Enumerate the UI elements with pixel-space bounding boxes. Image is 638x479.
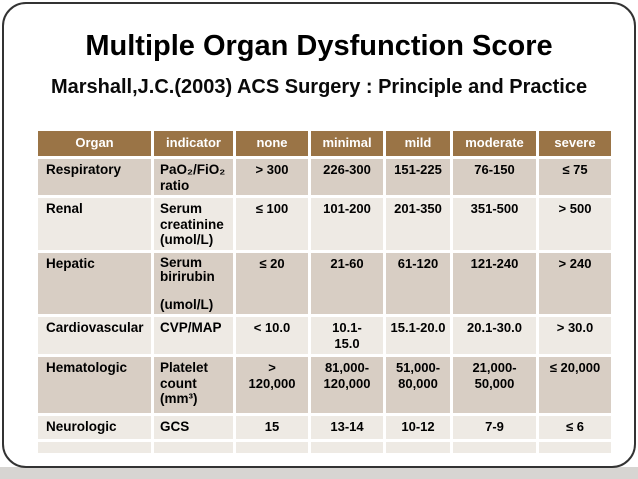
column-header-none: none xyxy=(236,131,308,156)
cell-none: < 10.0 xyxy=(236,317,308,354)
cell-moderate: 7-9 xyxy=(453,416,536,439)
cell-organ: Cardiovascular xyxy=(38,317,151,354)
cell-organ: Hematologic xyxy=(38,357,151,413)
table-row-respiratory: Respiratory PaO₂/FiO₂ ratio > 300 226-30… xyxy=(38,159,611,195)
cell-moderate: 121-240 xyxy=(453,253,536,314)
table-row-cardiovascular: Cardiovascular CVP/MAP < 10.0 10.1- 15.0… xyxy=(38,317,611,354)
cell-indicator: Platelet count (mm³) xyxy=(154,357,233,413)
cell-empty xyxy=(453,442,536,453)
table-row-neurologic: Neurologic GCS 15 13-14 10-12 7-9 ≤ 6 xyxy=(38,416,611,439)
cell-indicator: CVP/MAP xyxy=(154,317,233,354)
cell-indicator: GCS xyxy=(154,416,233,439)
cell-organ: Respiratory xyxy=(38,159,151,195)
cell-minimal: 226-300 xyxy=(311,159,383,195)
cell-severe: ≤ 20,000 xyxy=(539,357,611,413)
slide-subtitle: Marshall,J.C.(2003) ACS Surgery : Princi… xyxy=(50,76,588,98)
cell-moderate: 351-500 xyxy=(453,198,536,250)
cell-moderate: 20.1-30.0 xyxy=(453,317,536,354)
table-row-renal: Renal Serum creatinine (umol/L) ≤ 100 10… xyxy=(38,198,611,250)
table-row-empty xyxy=(38,442,611,453)
cell-empty xyxy=(386,442,450,453)
cell-minimal: 81,000- 120,000 xyxy=(311,357,383,413)
cell-moderate: 76-150 xyxy=(453,159,536,195)
cell-moderate: 21,000- 50,000 xyxy=(453,357,536,413)
cell-none: > 300 xyxy=(236,159,308,195)
cell-empty xyxy=(154,442,233,453)
cell-empty xyxy=(539,442,611,453)
cell-indicator: Serum birirubin (umol/L) xyxy=(154,253,233,314)
cell-mild: 151-225 xyxy=(386,159,450,195)
cell-indicator: Serum creatinine (umol/L) xyxy=(154,198,233,250)
cell-minimal: 21-60 xyxy=(311,253,383,314)
table-header-row: Organ indicator none minimal mild modera… xyxy=(38,131,611,156)
cell-organ: Hepatic xyxy=(38,253,151,314)
column-header-indicator: indicator xyxy=(154,131,233,156)
column-header-moderate: moderate xyxy=(453,131,536,156)
cell-severe: ≤ 75 xyxy=(539,159,611,195)
slide: Multiple Organ Dysfunction Score Marshal… xyxy=(2,2,636,468)
cell-mild: 15.1-20.0 xyxy=(386,317,450,354)
cell-severe: > 240 xyxy=(539,253,611,314)
cell-severe: > 30.0 xyxy=(539,317,611,354)
cell-empty xyxy=(38,442,151,453)
column-header-mild: mild xyxy=(386,131,450,156)
cell-empty xyxy=(311,442,383,453)
cell-severe: > 500 xyxy=(539,198,611,250)
cell-mild: 201-350 xyxy=(386,198,450,250)
cell-mild: 51,000- 80,000 xyxy=(386,357,450,413)
column-header-minimal: minimal xyxy=(311,131,383,156)
column-header-severe: severe xyxy=(539,131,611,156)
cell-mild: 61-120 xyxy=(386,253,450,314)
cell-minimal: 13-14 xyxy=(311,416,383,439)
cell-none: ≤ 100 xyxy=(236,198,308,250)
cell-severe: ≤ 6 xyxy=(539,416,611,439)
mods-score-table: Organ indicator none minimal mild modera… xyxy=(35,128,614,456)
cell-minimal: 10.1- 15.0 xyxy=(311,317,383,354)
cell-empty xyxy=(236,442,308,453)
cell-mild: 10-12 xyxy=(386,416,450,439)
slide-title: Multiple Organ Dysfunction Score xyxy=(85,30,553,62)
cell-none: 15 xyxy=(236,416,308,439)
cell-organ: Renal xyxy=(38,198,151,250)
cell-indicator: PaO₂/FiO₂ ratio xyxy=(154,159,233,195)
table-row-hematologic: Hematologic Platelet count (mm³) > 120,0… xyxy=(38,357,611,413)
cell-none: > 120,000 xyxy=(236,357,308,413)
cell-none: ≤ 20 xyxy=(236,253,308,314)
cell-minimal: 101-200 xyxy=(311,198,383,250)
desktop-edge-strip xyxy=(0,467,638,479)
cell-organ: Neurologic xyxy=(38,416,151,439)
table-row-hepatic: Hepatic Serum birirubin (umol/L) ≤ 20 21… xyxy=(38,253,611,314)
column-header-organ: Organ xyxy=(38,131,151,156)
